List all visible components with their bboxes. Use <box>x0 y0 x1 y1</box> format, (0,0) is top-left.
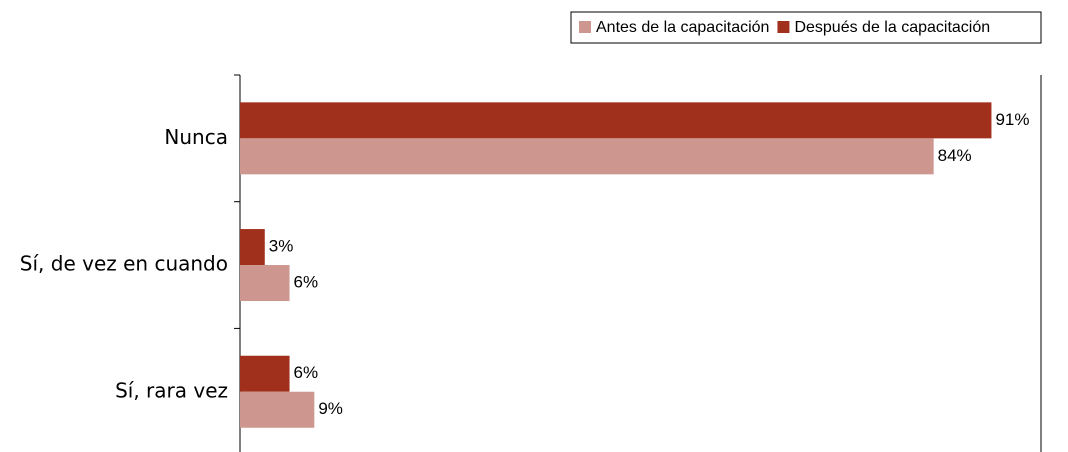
bar <box>240 138 934 175</box>
value-label: 91% <box>995 110 1029 129</box>
category-label: Sí, de vez en cuando <box>20 252 228 276</box>
legend-swatch <box>579 21 591 33</box>
legend-label: Después de la capacitación <box>794 19 990 36</box>
value-label: 84% <box>938 146 972 165</box>
legend-box <box>570 11 1042 44</box>
value-label: 6% <box>294 273 319 292</box>
legend-swatch <box>777 21 790 33</box>
bar <box>240 229 265 266</box>
bar <box>240 391 315 428</box>
value-label: 9% <box>318 399 343 418</box>
value-label: 6% <box>294 363 319 382</box>
bar <box>240 355 290 392</box>
bar <box>240 102 992 139</box>
category-label: Nunca <box>164 125 228 149</box>
category-label: Sí, rara vez <box>115 378 228 402</box>
bar <box>240 265 290 302</box>
value-label: 3% <box>269 237 294 256</box>
legend-label: Antes de la capacitación <box>596 19 769 36</box>
